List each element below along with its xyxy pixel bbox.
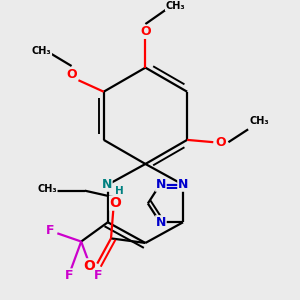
Text: F: F bbox=[46, 224, 55, 238]
Text: O: O bbox=[110, 196, 122, 210]
Text: O: O bbox=[83, 259, 95, 273]
Text: F: F bbox=[65, 269, 74, 282]
Text: CH₃: CH₃ bbox=[250, 116, 269, 126]
Text: CH₃: CH₃ bbox=[165, 1, 185, 11]
Text: CH₃: CH₃ bbox=[38, 184, 57, 194]
Text: N: N bbox=[156, 216, 166, 229]
Text: H: H bbox=[115, 186, 124, 196]
Text: N: N bbox=[156, 178, 166, 191]
Text: O: O bbox=[66, 68, 77, 81]
Text: N: N bbox=[102, 178, 112, 191]
Text: F: F bbox=[94, 269, 102, 282]
Text: N: N bbox=[178, 178, 188, 191]
Text: O: O bbox=[215, 136, 226, 149]
Text: CH₃: CH₃ bbox=[32, 46, 52, 56]
Text: O: O bbox=[140, 25, 151, 38]
